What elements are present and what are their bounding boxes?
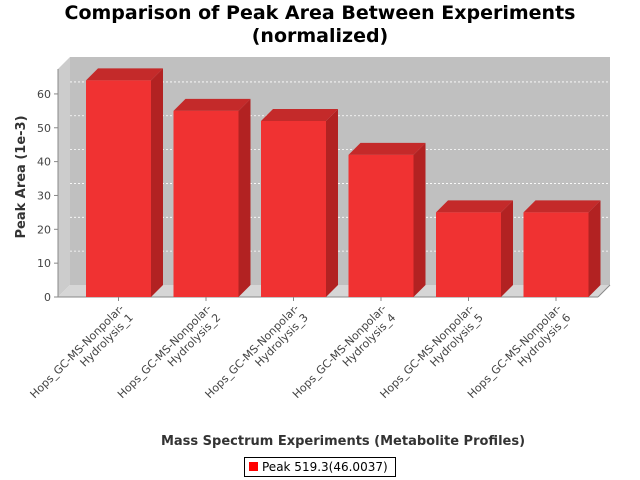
bar-side: [588, 200, 601, 297]
x-axis: Hops_GC-MS-Nonpolar-Hydrolysis_1Hops_GC-…: [28, 297, 573, 401]
bar: [261, 109, 338, 297]
x-tick-label-line: Hops_GC-MS-Nonpolar-: [28, 302, 127, 401]
bar-front: [523, 212, 589, 297]
bar-side: [501, 200, 513, 297]
bar-front: [436, 212, 501, 297]
y-tick-label: 40: [37, 156, 51, 169]
x-axis-label: Mass Spectrum Experiments (Metabolite Pr…: [161, 434, 525, 449]
legend: Peak 519.3(46.0037): [244, 457, 396, 477]
bar: [86, 68, 163, 297]
bar-side: [413, 142, 426, 297]
plot-left-wall: [58, 57, 70, 297]
chart-title-line-1: Comparison of Peak Area Between Experime…: [64, 2, 576, 24]
floor-edge: [597, 284, 611, 298]
chart-title: Comparison of Peak Area Between Experime…: [0, 2, 640, 48]
bar-side: [238, 98, 251, 297]
bar: [173, 98, 251, 297]
bar-top: [523, 200, 601, 213]
bar-top: [173, 98, 251, 111]
chart-title-line-2: (normalized): [251, 25, 389, 47]
bar-front: [261, 121, 326, 297]
bar-side: [151, 68, 163, 297]
bar-top: [261, 109, 338, 121]
bar-front: [86, 80, 151, 297]
y-tick-label: 50: [37, 122, 51, 135]
legend-label: Peak 519.3(46.0037): [262, 460, 388, 474]
bar-top: [86, 68, 163, 81]
y-axis: 0 10 20 30 40 50 60: [37, 69, 59, 304]
y-tick-label: 30: [37, 189, 51, 202]
y-tick-label: 60: [37, 88, 51, 101]
y-tick-label: 20: [37, 223, 51, 236]
bar-front: [173, 110, 239, 297]
bar-top: [348, 142, 426, 155]
bars: [86, 68, 601, 297]
y-tick-label: 0: [44, 291, 51, 304]
bar: [523, 200, 601, 297]
bar: [348, 142, 426, 297]
bar-top: [436, 200, 513, 213]
bar-side: [326, 109, 338, 297]
y-tick-label: 10: [37, 257, 51, 270]
y-axis-label: Peak Area (1e-3): [14, 115, 29, 238]
bar: [436, 200, 513, 297]
legend-swatch: [249, 462, 258, 471]
bar-front: [348, 154, 414, 297]
